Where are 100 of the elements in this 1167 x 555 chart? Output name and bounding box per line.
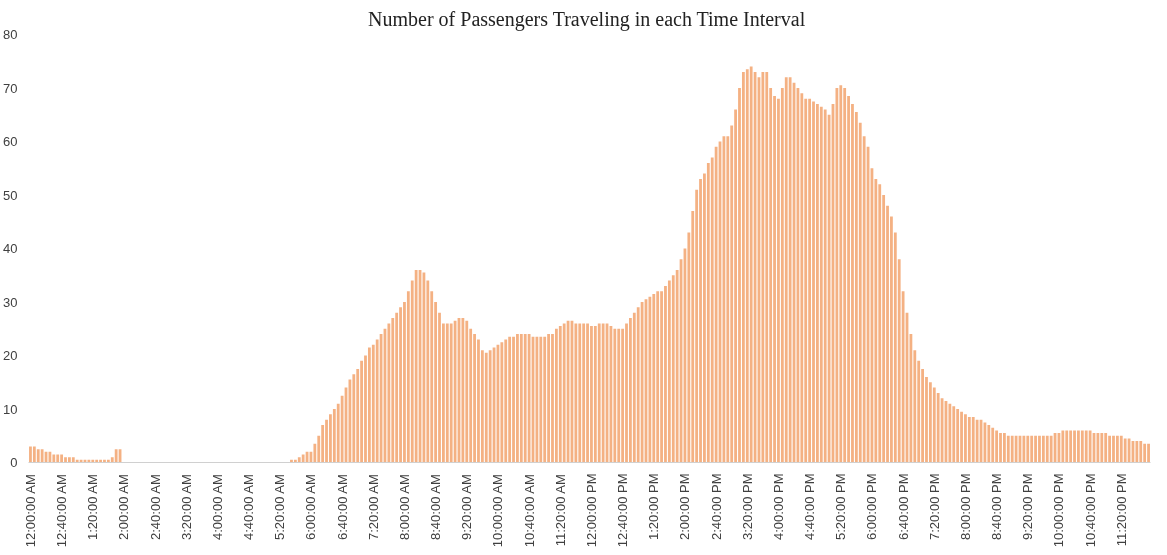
bar	[714, 146, 718, 463]
x-tick-label: 4:40:00 AM	[241, 474, 257, 540]
bar	[656, 291, 660, 463]
bar	[578, 323, 582, 463]
bar	[1112, 435, 1115, 463]
bar	[741, 71, 745, 463]
bar	[1049, 435, 1053, 463]
bar	[543, 336, 547, 463]
bar	[508, 336, 512, 463]
y-tick-label: 40	[3, 241, 18, 256]
bar	[960, 411, 963, 463]
bar	[1038, 435, 1041, 463]
bar	[816, 104, 819, 463]
bar	[1108, 435, 1111, 463]
bar	[1139, 441, 1143, 463]
x-tick-label: 10:40:00 PM	[1082, 473, 1098, 548]
y-tick-label: 70	[3, 80, 18, 96]
x-tick-label: 12:00:00 AM	[22, 474, 38, 548]
bar	[843, 88, 847, 463]
y-tick-label: 10	[3, 401, 18, 417]
x-tick-label: 11:20:00 PM	[1113, 473, 1129, 547]
bar	[465, 320, 469, 463]
bar	[1135, 441, 1139, 463]
bar	[586, 323, 589, 463]
bar	[527, 334, 531, 463]
bar	[617, 328, 621, 463]
bar	[967, 417, 971, 463]
bar	[1010, 435, 1014, 463]
x-tick-label: 6:40:00 AM	[334, 474, 350, 540]
bar	[1061, 430, 1065, 463]
x-tick-label: 11:20:00 AM	[552, 474, 568, 547]
bar	[1026, 435, 1030, 463]
bar	[519, 334, 523, 463]
bar	[1034, 435, 1037, 463]
bar	[975, 419, 979, 463]
x-tick-label: 7:20:00 PM	[926, 473, 942, 540]
bar	[987, 425, 991, 463]
bar	[1003, 433, 1006, 463]
x-tick-label: 8:40:00 AM	[428, 474, 444, 540]
chart-title: Number of Passengers Traveling in each Time Interval	[368, 7, 806, 31]
bar	[360, 360, 363, 463]
bar	[593, 326, 597, 463]
bar	[414, 269, 418, 463]
bar	[788, 77, 792, 463]
bar	[1115, 435, 1119, 463]
bar	[745, 69, 749, 463]
y-tick-label: 50	[3, 187, 18, 203]
bar	[808, 98, 812, 463]
bar	[948, 403, 952, 463]
bar	[664, 285, 667, 463]
bar	[601, 323, 605, 463]
bar	[749, 66, 753, 463]
bar	[648, 296, 652, 463]
x-tick-label: 9:20:00 AM	[459, 474, 475, 540]
y-tick-label: 60	[3, 134, 18, 149]
y-tick-label: 20	[3, 348, 18, 363]
bar	[582, 323, 586, 463]
y-tick-label: 0	[10, 455, 18, 470]
bar	[1065, 430, 1069, 463]
bar	[504, 339, 508, 463]
bar	[1147, 443, 1150, 463]
x-tick-label: 10:00:00 PM	[1051, 473, 1067, 548]
x-tick-label: 4:40:00 PM	[802, 473, 818, 540]
bar	[1084, 430, 1088, 463]
bar	[449, 323, 453, 463]
bar	[1045, 435, 1049, 463]
bar	[516, 334, 519, 463]
bar	[500, 342, 504, 463]
x-tick-label: 8:40:00 PM	[989, 473, 1005, 540]
bar	[1119, 435, 1123, 463]
x-tick-label: 2:40:00 AM	[147, 474, 163, 540]
x-tick-label: 1:20:00 PM	[646, 473, 662, 540]
bar	[68, 457, 71, 463]
bar	[936, 392, 940, 463]
x-tick-label: 8:00:00 PM	[957, 473, 973, 540]
x-tick-label: 12:40:00 PM	[615, 473, 631, 548]
bar	[1022, 435, 1026, 463]
bar	[574, 323, 578, 463]
bar	[1143, 443, 1147, 463]
x-tick-label: 6:00:00 PM	[864, 473, 880, 540]
x-tick-label: 10:00:00 AM	[490, 474, 506, 548]
bar	[52, 454, 56, 463]
bar	[36, 449, 40, 463]
x-tick-label: 5:20:00 PM	[833, 473, 849, 540]
y-tick-label: 30	[3, 294, 18, 310]
bar	[1073, 430, 1076, 463]
bar	[999, 433, 1002, 463]
bar	[1080, 430, 1084, 463]
bar	[839, 85, 843, 463]
bar	[40, 449, 44, 463]
bar	[812, 101, 815, 463]
bar	[1077, 430, 1080, 463]
bar	[60, 454, 64, 463]
bar	[488, 350, 492, 463]
bar	[301, 454, 305, 463]
x-tick-label: 9:20:00 PM	[1020, 473, 1036, 540]
bar	[32, 446, 36, 463]
x-tick-label: 6:00:00 AM	[303, 474, 319, 540]
bar	[114, 449, 118, 463]
x-tick-label: 3:20:00 PM	[739, 473, 755, 540]
